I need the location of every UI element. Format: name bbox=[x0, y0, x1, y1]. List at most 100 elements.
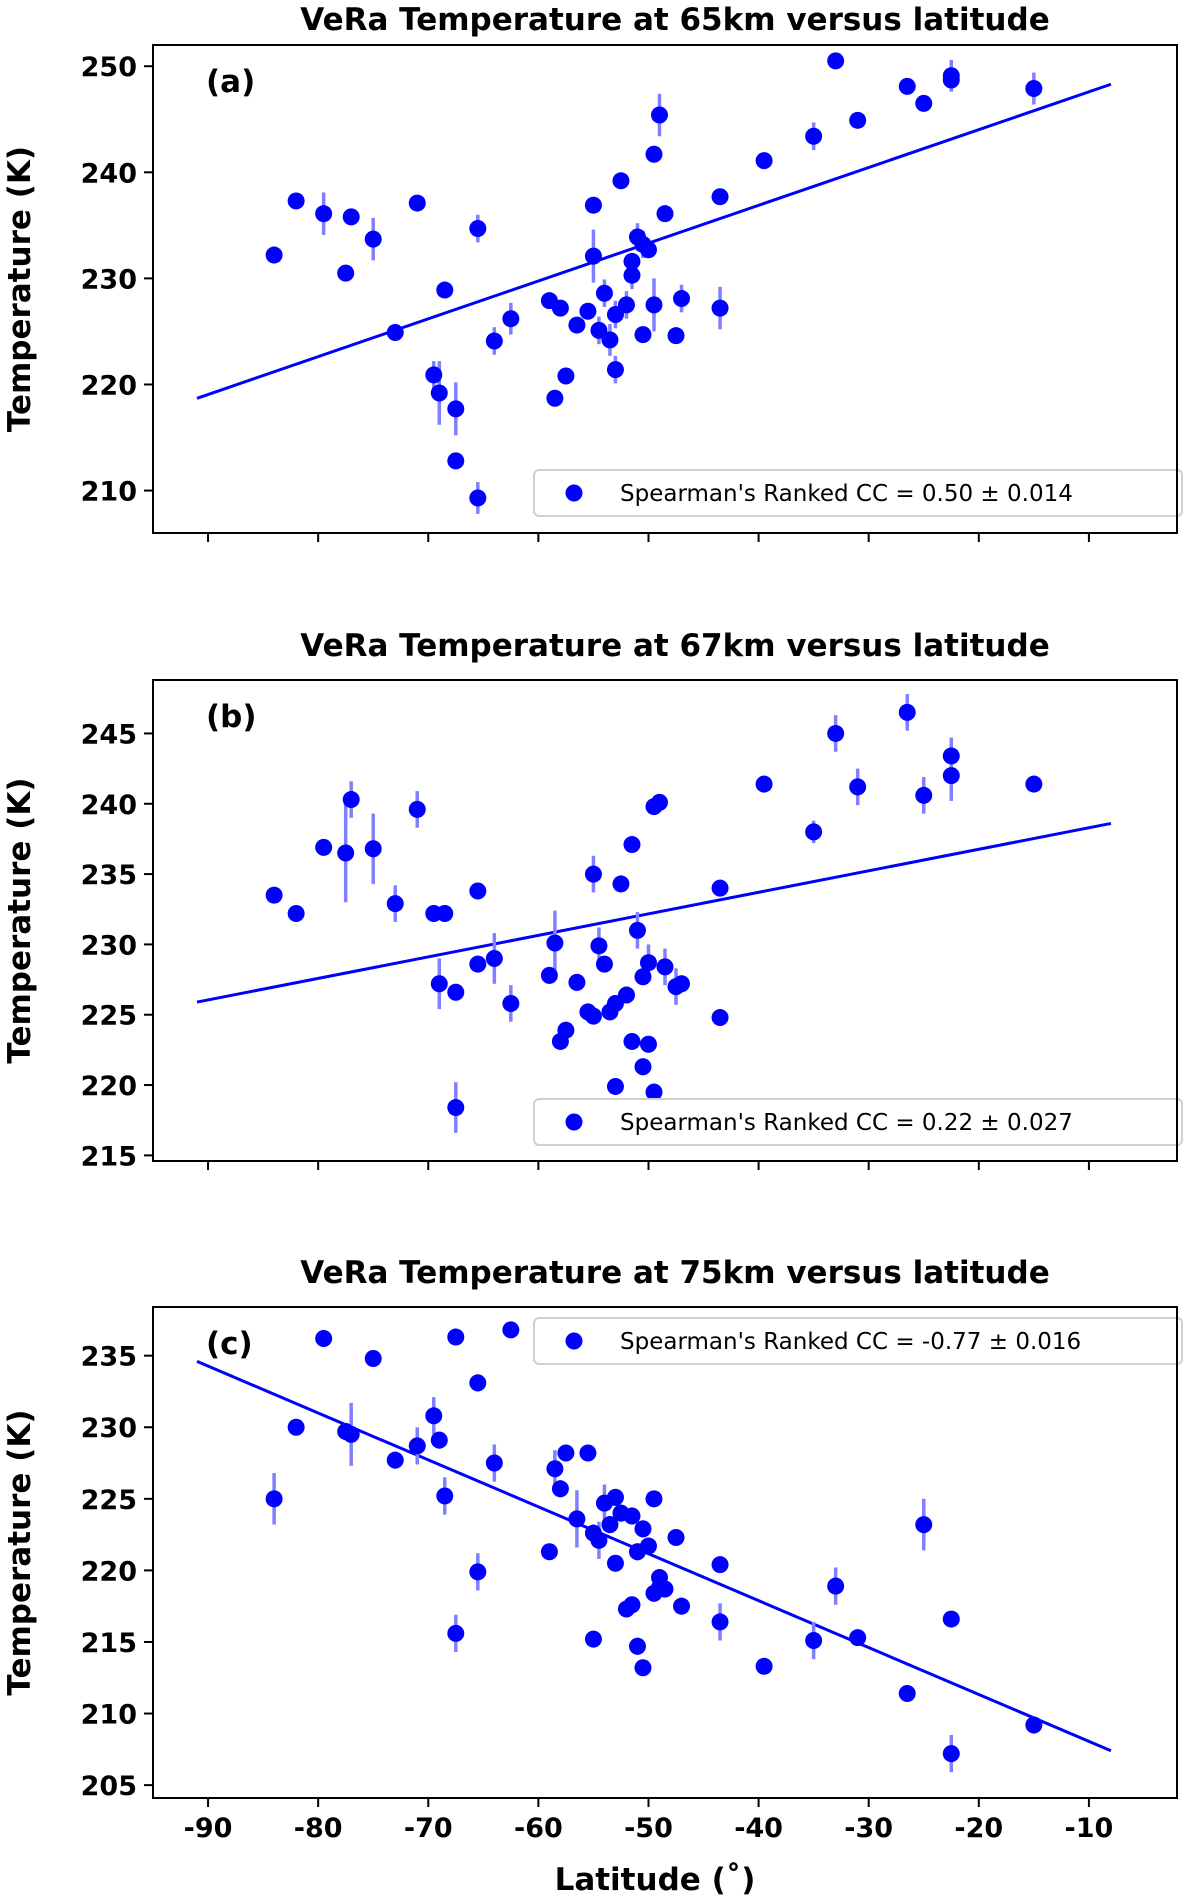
data-point bbox=[337, 844, 355, 862]
x-tick-label: -30 bbox=[844, 1813, 893, 1844]
data-point bbox=[827, 724, 845, 742]
data-point bbox=[656, 958, 674, 976]
legend-box bbox=[533, 469, 1183, 517]
data-point bbox=[590, 937, 608, 955]
data-point bbox=[639, 1035, 657, 1053]
data-point bbox=[546, 934, 564, 952]
data-point bbox=[447, 983, 465, 1001]
data-point bbox=[469, 489, 487, 507]
data-point bbox=[568, 1510, 586, 1528]
data-point bbox=[606, 1488, 624, 1506]
y-tick-label: 220 bbox=[81, 1071, 137, 1102]
y-tick-label: 235 bbox=[81, 1342, 137, 1373]
data-point bbox=[408, 194, 426, 212]
data-point bbox=[315, 838, 333, 856]
data-point bbox=[469, 1374, 487, 1392]
data-point bbox=[469, 882, 487, 900]
legend-marker bbox=[565, 1332, 583, 1350]
data-point bbox=[898, 703, 916, 721]
data-point bbox=[430, 1431, 448, 1449]
data-point bbox=[634, 1520, 652, 1538]
data-point bbox=[711, 1009, 729, 1027]
data-point bbox=[342, 1425, 360, 1443]
data-point bbox=[805, 823, 823, 841]
data-point bbox=[430, 975, 448, 993]
data-point bbox=[711, 1613, 729, 1631]
data-point bbox=[827, 1577, 845, 1595]
data-point bbox=[650, 106, 668, 124]
data-point bbox=[364, 840, 382, 858]
data-point bbox=[942, 767, 960, 785]
data-point bbox=[568, 973, 586, 991]
data-point bbox=[612, 172, 630, 190]
data-point bbox=[623, 266, 641, 284]
x-tick-label: -90 bbox=[184, 1813, 233, 1844]
data-point bbox=[557, 367, 575, 385]
y-tick-label: 250 bbox=[81, 52, 137, 83]
data-point bbox=[634, 1659, 652, 1677]
data-point bbox=[673, 290, 691, 308]
x-tick-label: -50 bbox=[624, 1813, 673, 1844]
data-point bbox=[265, 246, 283, 264]
chart-title: VeRa Temperature at 65km versus latitude bbox=[300, 2, 1049, 38]
data-point bbox=[634, 968, 652, 986]
chart-title: VeRa Temperature at 67km versus latitude bbox=[300, 628, 1049, 664]
data-point bbox=[595, 955, 613, 973]
panel-b: VeRa Temperature at 67km versus latitude… bbox=[2, 628, 1183, 1172]
data-point bbox=[584, 1630, 602, 1648]
data-point bbox=[617, 986, 635, 1004]
data-point bbox=[342, 208, 360, 226]
data-point bbox=[915, 1516, 933, 1534]
data-point bbox=[942, 747, 960, 765]
data-point bbox=[634, 1058, 652, 1076]
data-point bbox=[579, 302, 597, 320]
y-tick-label: 240 bbox=[81, 158, 137, 189]
y-tick-label: 230 bbox=[81, 930, 137, 961]
y-tick-label: 245 bbox=[81, 719, 137, 750]
data-point bbox=[584, 865, 602, 883]
data-point bbox=[584, 1007, 602, 1025]
data-point bbox=[849, 1629, 867, 1647]
data-point bbox=[606, 361, 624, 379]
data-point bbox=[485, 1454, 503, 1472]
data-point bbox=[447, 452, 465, 470]
data-point bbox=[485, 949, 503, 967]
y-tick-label: 230 bbox=[81, 264, 137, 295]
data-point bbox=[1025, 775, 1043, 793]
data-point bbox=[551, 1480, 569, 1498]
data-point bbox=[436, 281, 454, 299]
data-point bbox=[650, 793, 668, 811]
data-point bbox=[579, 1444, 597, 1462]
y-axis-label: Temperature (K) bbox=[2, 146, 38, 432]
x-tick-label: -80 bbox=[294, 1813, 343, 1844]
data-point bbox=[469, 1563, 487, 1581]
data-point bbox=[364, 230, 382, 248]
data-point bbox=[915, 94, 933, 112]
data-point bbox=[287, 904, 305, 922]
x-axis-label: Latitude (˚) bbox=[555, 1862, 756, 1897]
data-point bbox=[265, 886, 283, 904]
data-point bbox=[364, 1350, 382, 1368]
data-point bbox=[425, 366, 443, 384]
panel-a: VeRa Temperature at 65km versus latitude… bbox=[2, 2, 1183, 542]
data-point bbox=[315, 1329, 333, 1347]
y-tick-label: 220 bbox=[81, 370, 137, 401]
data-point bbox=[502, 1321, 520, 1339]
panel-label: (a) bbox=[206, 64, 255, 100]
data-point bbox=[386, 323, 404, 341]
data-point bbox=[502, 994, 520, 1012]
y-tick-label: 210 bbox=[81, 477, 137, 508]
fit-line bbox=[196, 821, 1112, 1004]
data-point bbox=[315, 205, 333, 223]
data-point bbox=[342, 791, 360, 809]
data-point bbox=[942, 1610, 960, 1628]
data-point bbox=[898, 77, 916, 95]
data-point bbox=[287, 192, 305, 210]
data-point bbox=[606, 1554, 624, 1572]
data-point bbox=[623, 1032, 641, 1050]
legend: Spearman's Ranked CC = 0.22 ± 0.027 bbox=[533, 1098, 1183, 1146]
y-tick-label: 235 bbox=[81, 860, 137, 891]
data-point bbox=[628, 1637, 646, 1655]
plot-frame bbox=[152, 679, 1178, 1162]
